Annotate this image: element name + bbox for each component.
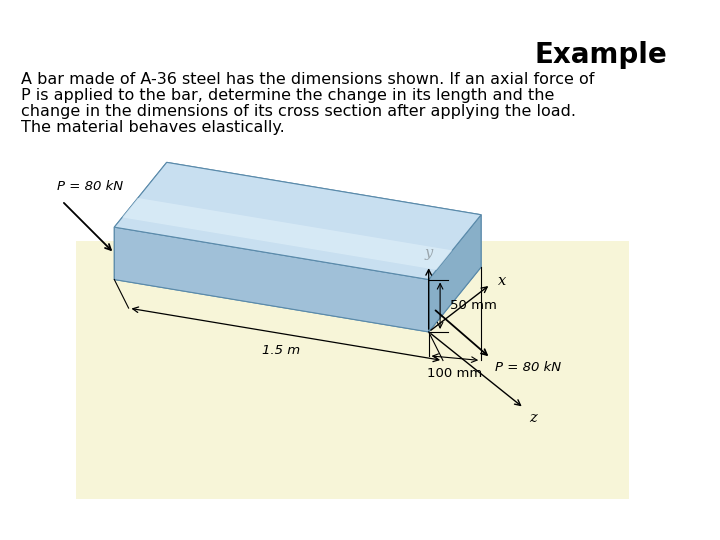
Text: z: z <box>528 411 536 425</box>
Text: 1.5 m: 1.5 m <box>262 344 300 357</box>
Text: P is applied to the bar, determine the change in its length and the: P is applied to the bar, determine the c… <box>21 88 554 103</box>
Polygon shape <box>114 215 481 332</box>
Text: y: y <box>425 246 433 260</box>
Text: x: x <box>498 274 506 288</box>
Polygon shape <box>114 163 481 280</box>
Bar <box>76 241 629 498</box>
Polygon shape <box>428 215 481 332</box>
Polygon shape <box>114 227 428 332</box>
Text: A bar made of A-36 steel has the dimensions shown. If an axial force of: A bar made of A-36 steel has the dimensi… <box>21 72 594 87</box>
Text: 100 mm: 100 mm <box>427 367 482 380</box>
Text: Example: Example <box>534 42 667 69</box>
Polygon shape <box>122 198 452 270</box>
Polygon shape <box>114 163 167 280</box>
Text: The material behaves elastically.: The material behaves elastically. <box>21 120 284 136</box>
Text: change in the dimensions of its cross section after applying the load.: change in the dimensions of its cross se… <box>21 104 576 119</box>
Text: P = 80 kN: P = 80 kN <box>57 180 123 193</box>
Polygon shape <box>167 163 481 267</box>
Text: 50 mm: 50 mm <box>449 299 497 312</box>
Text: P = 80 kN: P = 80 kN <box>495 361 562 374</box>
